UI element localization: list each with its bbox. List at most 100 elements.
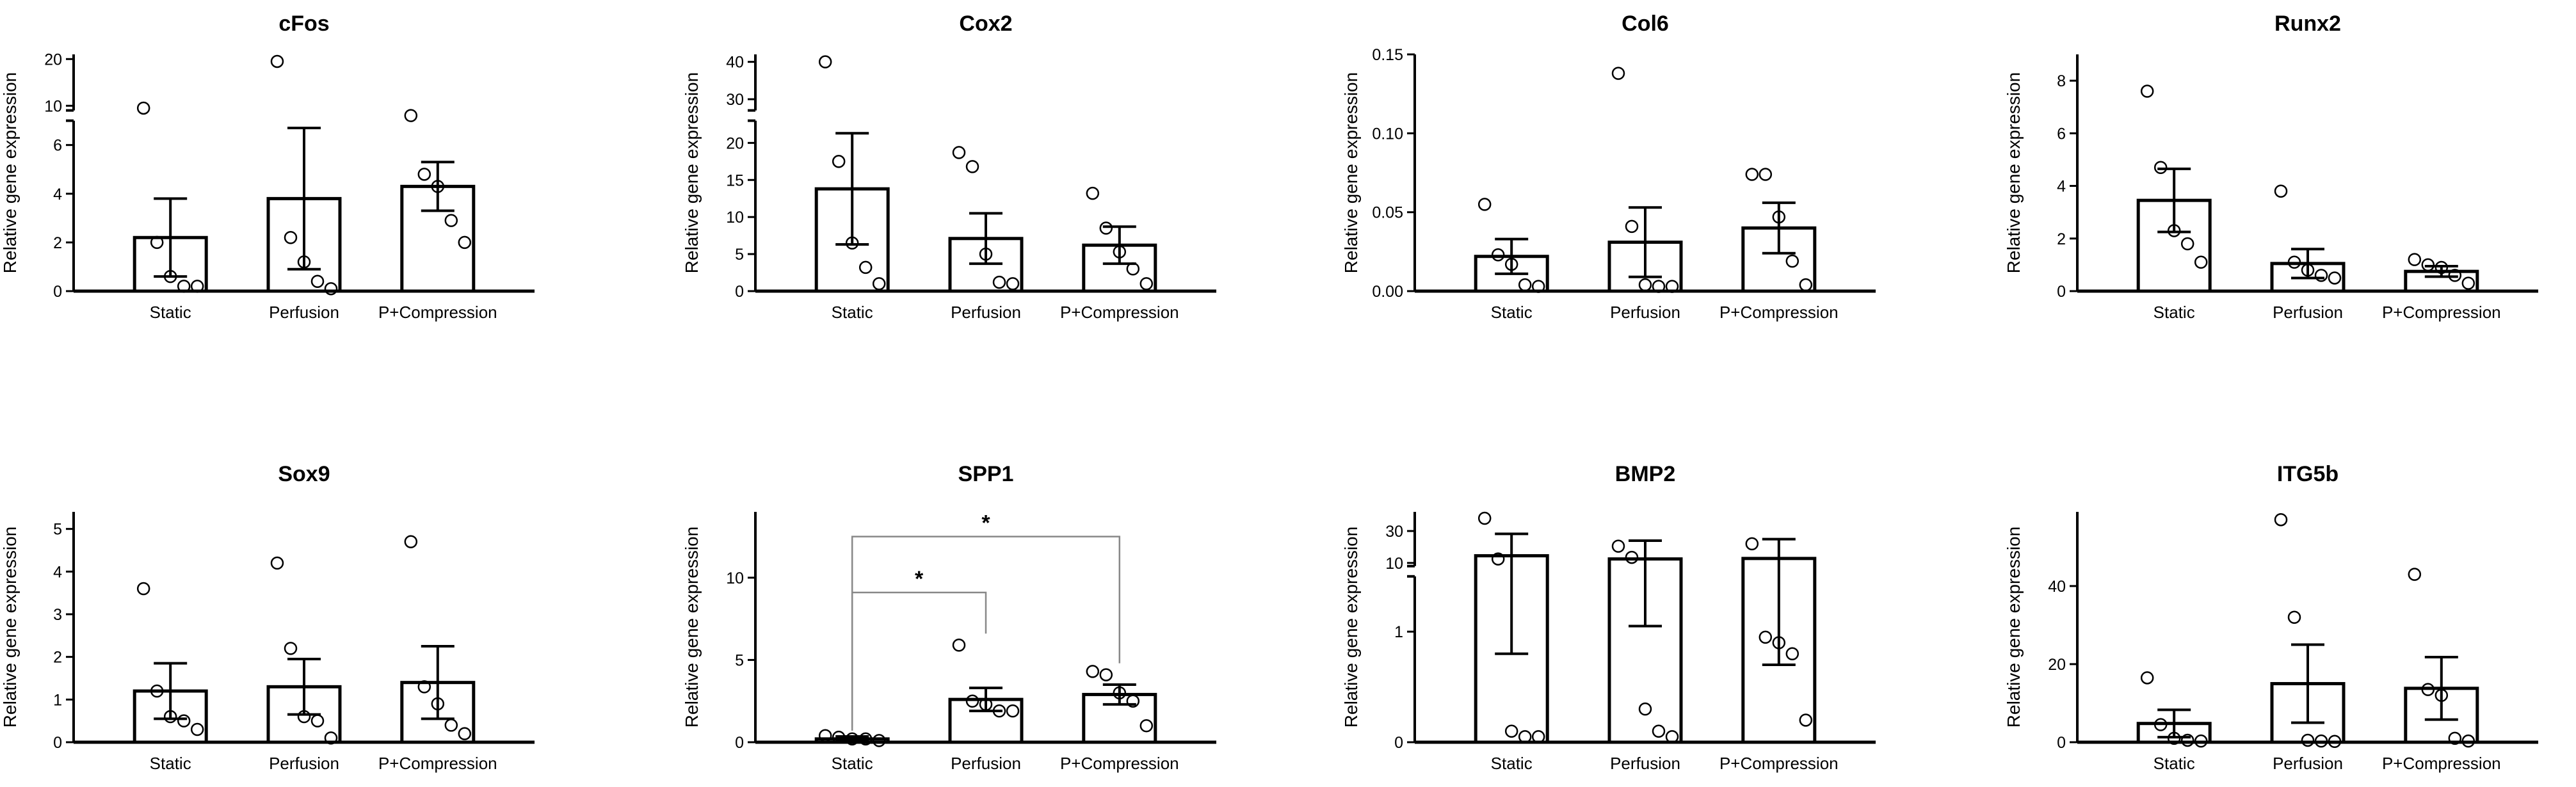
data-point bbox=[2140, 671, 2154, 685]
data-point bbox=[1652, 280, 1666, 293]
data-point bbox=[431, 697, 445, 711]
data-point bbox=[2274, 184, 2288, 198]
data-point bbox=[417, 168, 431, 181]
x-category-label: Perfusion bbox=[951, 303, 1021, 322]
data-point bbox=[177, 714, 191, 727]
data-point bbox=[2140, 84, 2154, 98]
y-tick-label: 30 bbox=[1385, 523, 1403, 541]
data-point bbox=[2153, 718, 2168, 731]
y-tick-label: 10 bbox=[1385, 555, 1403, 573]
x-category-label: Static bbox=[832, 754, 873, 773]
data-point bbox=[1086, 186, 1100, 200]
chart-title: Cox2 bbox=[959, 12, 1012, 36]
data-point bbox=[2435, 688, 2449, 703]
data-point bbox=[1504, 724, 1518, 738]
data-point bbox=[2153, 161, 2168, 175]
y-tick-label: 2 bbox=[53, 234, 62, 252]
y-axis-label: Relative gene expression bbox=[2004, 72, 2024, 273]
data-point bbox=[2167, 224, 2181, 237]
data-point bbox=[1759, 630, 1773, 644]
data-point bbox=[2421, 258, 2435, 272]
y-tick-label: 3 bbox=[53, 606, 62, 624]
x-category-label: Perfusion bbox=[269, 303, 339, 322]
data-point bbox=[1099, 221, 1113, 235]
y-tick-label: 0.00 bbox=[1372, 283, 1403, 301]
data-point bbox=[2448, 731, 2462, 745]
y-tick-label: 4 bbox=[53, 186, 62, 203]
y-tick-label: 0 bbox=[53, 734, 62, 752]
chart-panel-cfos: cFos Relative gene expression 0 2 4 6 10 20 Stat… bbox=[0, 12, 535, 322]
data-point bbox=[2408, 253, 2422, 266]
chart-title: Col6 bbox=[1622, 12, 1669, 36]
data-point bbox=[2461, 734, 2475, 748]
data-point bbox=[2301, 263, 2315, 277]
y-axis-label: Relative gene expression bbox=[1341, 527, 1361, 727]
data-point bbox=[2287, 255, 2301, 269]
y-tick-label: 4 bbox=[2057, 178, 2066, 196]
y-tick-label: 0.15 bbox=[1372, 46, 1403, 64]
x-category-label: Perfusion bbox=[2273, 303, 2343, 322]
data-point bbox=[417, 680, 431, 694]
x-category-label: P+Compression bbox=[378, 303, 497, 322]
data-point bbox=[177, 280, 191, 293]
data-point bbox=[163, 269, 177, 283]
data-point bbox=[404, 535, 418, 548]
data-point bbox=[1113, 686, 1127, 700]
data-point bbox=[324, 731, 338, 745]
chart-panel-col6: Col6 Relative gene expression 0.00 0.05 0.10… bbox=[1341, 12, 1876, 322]
data-point bbox=[2461, 276, 2475, 290]
y-axis-label: Relative gene expression bbox=[682, 72, 702, 273]
data-point bbox=[1518, 278, 1532, 292]
data-point bbox=[952, 639, 966, 652]
data-point bbox=[1611, 67, 1625, 80]
data-point bbox=[1799, 713, 1813, 727]
y-tick-label: 10 bbox=[44, 97, 62, 115]
data-point bbox=[163, 710, 177, 724]
data-point bbox=[2194, 255, 2208, 269]
y-axis-label: Relative gene expression bbox=[0, 72, 20, 273]
data-point bbox=[1665, 730, 1679, 743]
x-category-label: P+Compression bbox=[1060, 754, 1179, 773]
x-category-label: Static bbox=[150, 303, 191, 322]
data-point bbox=[1638, 702, 1652, 716]
data-point bbox=[1139, 277, 1154, 290]
x-category-label: Perfusion bbox=[1610, 303, 1680, 322]
data-point bbox=[1799, 278, 1813, 292]
y-tick-label: 5 bbox=[735, 651, 744, 669]
y-tick-label: 1 bbox=[53, 691, 62, 709]
y-axis-label: Relative gene expression bbox=[682, 527, 702, 727]
y-tick-label: 5 bbox=[53, 521, 62, 539]
data-point bbox=[2314, 734, 2328, 748]
data-point bbox=[1638, 278, 1652, 292]
data-point bbox=[832, 155, 846, 168]
data-point bbox=[1518, 730, 1532, 743]
data-point bbox=[965, 160, 979, 173]
data-point bbox=[872, 277, 886, 290]
y-axis-label: Relative gene expression bbox=[1341, 72, 1361, 273]
y-tick-label: 40 bbox=[2048, 578, 2066, 596]
data-point bbox=[458, 727, 472, 740]
data-point bbox=[444, 214, 458, 227]
x-category-label: P+Compression bbox=[1719, 303, 1839, 322]
data-point bbox=[818, 729, 832, 742]
y-tick-label: 20 bbox=[2048, 656, 2066, 674]
x-category-label: P+Compression bbox=[2382, 303, 2501, 322]
data-point bbox=[136, 101, 150, 115]
data-point bbox=[832, 731, 846, 744]
data-point bbox=[270, 54, 284, 68]
y-tick-label: 20 bbox=[44, 51, 62, 68]
data-point bbox=[979, 697, 993, 711]
data-point bbox=[1099, 668, 1113, 681]
chart-panel-bmp2: BMP2 Relative gene expression 0 1 10 30 Static… bbox=[1341, 462, 1876, 773]
chart-title: cFos bbox=[278, 12, 329, 36]
data-point bbox=[845, 236, 859, 250]
data-point bbox=[1772, 210, 1786, 224]
data-point bbox=[1006, 704, 1020, 718]
data-point bbox=[1006, 277, 1020, 290]
data-point bbox=[190, 280, 204, 293]
data-point bbox=[136, 582, 150, 596]
data-point bbox=[150, 684, 164, 698]
x-category-label: Static bbox=[2153, 754, 2195, 773]
data-point bbox=[858, 732, 873, 746]
